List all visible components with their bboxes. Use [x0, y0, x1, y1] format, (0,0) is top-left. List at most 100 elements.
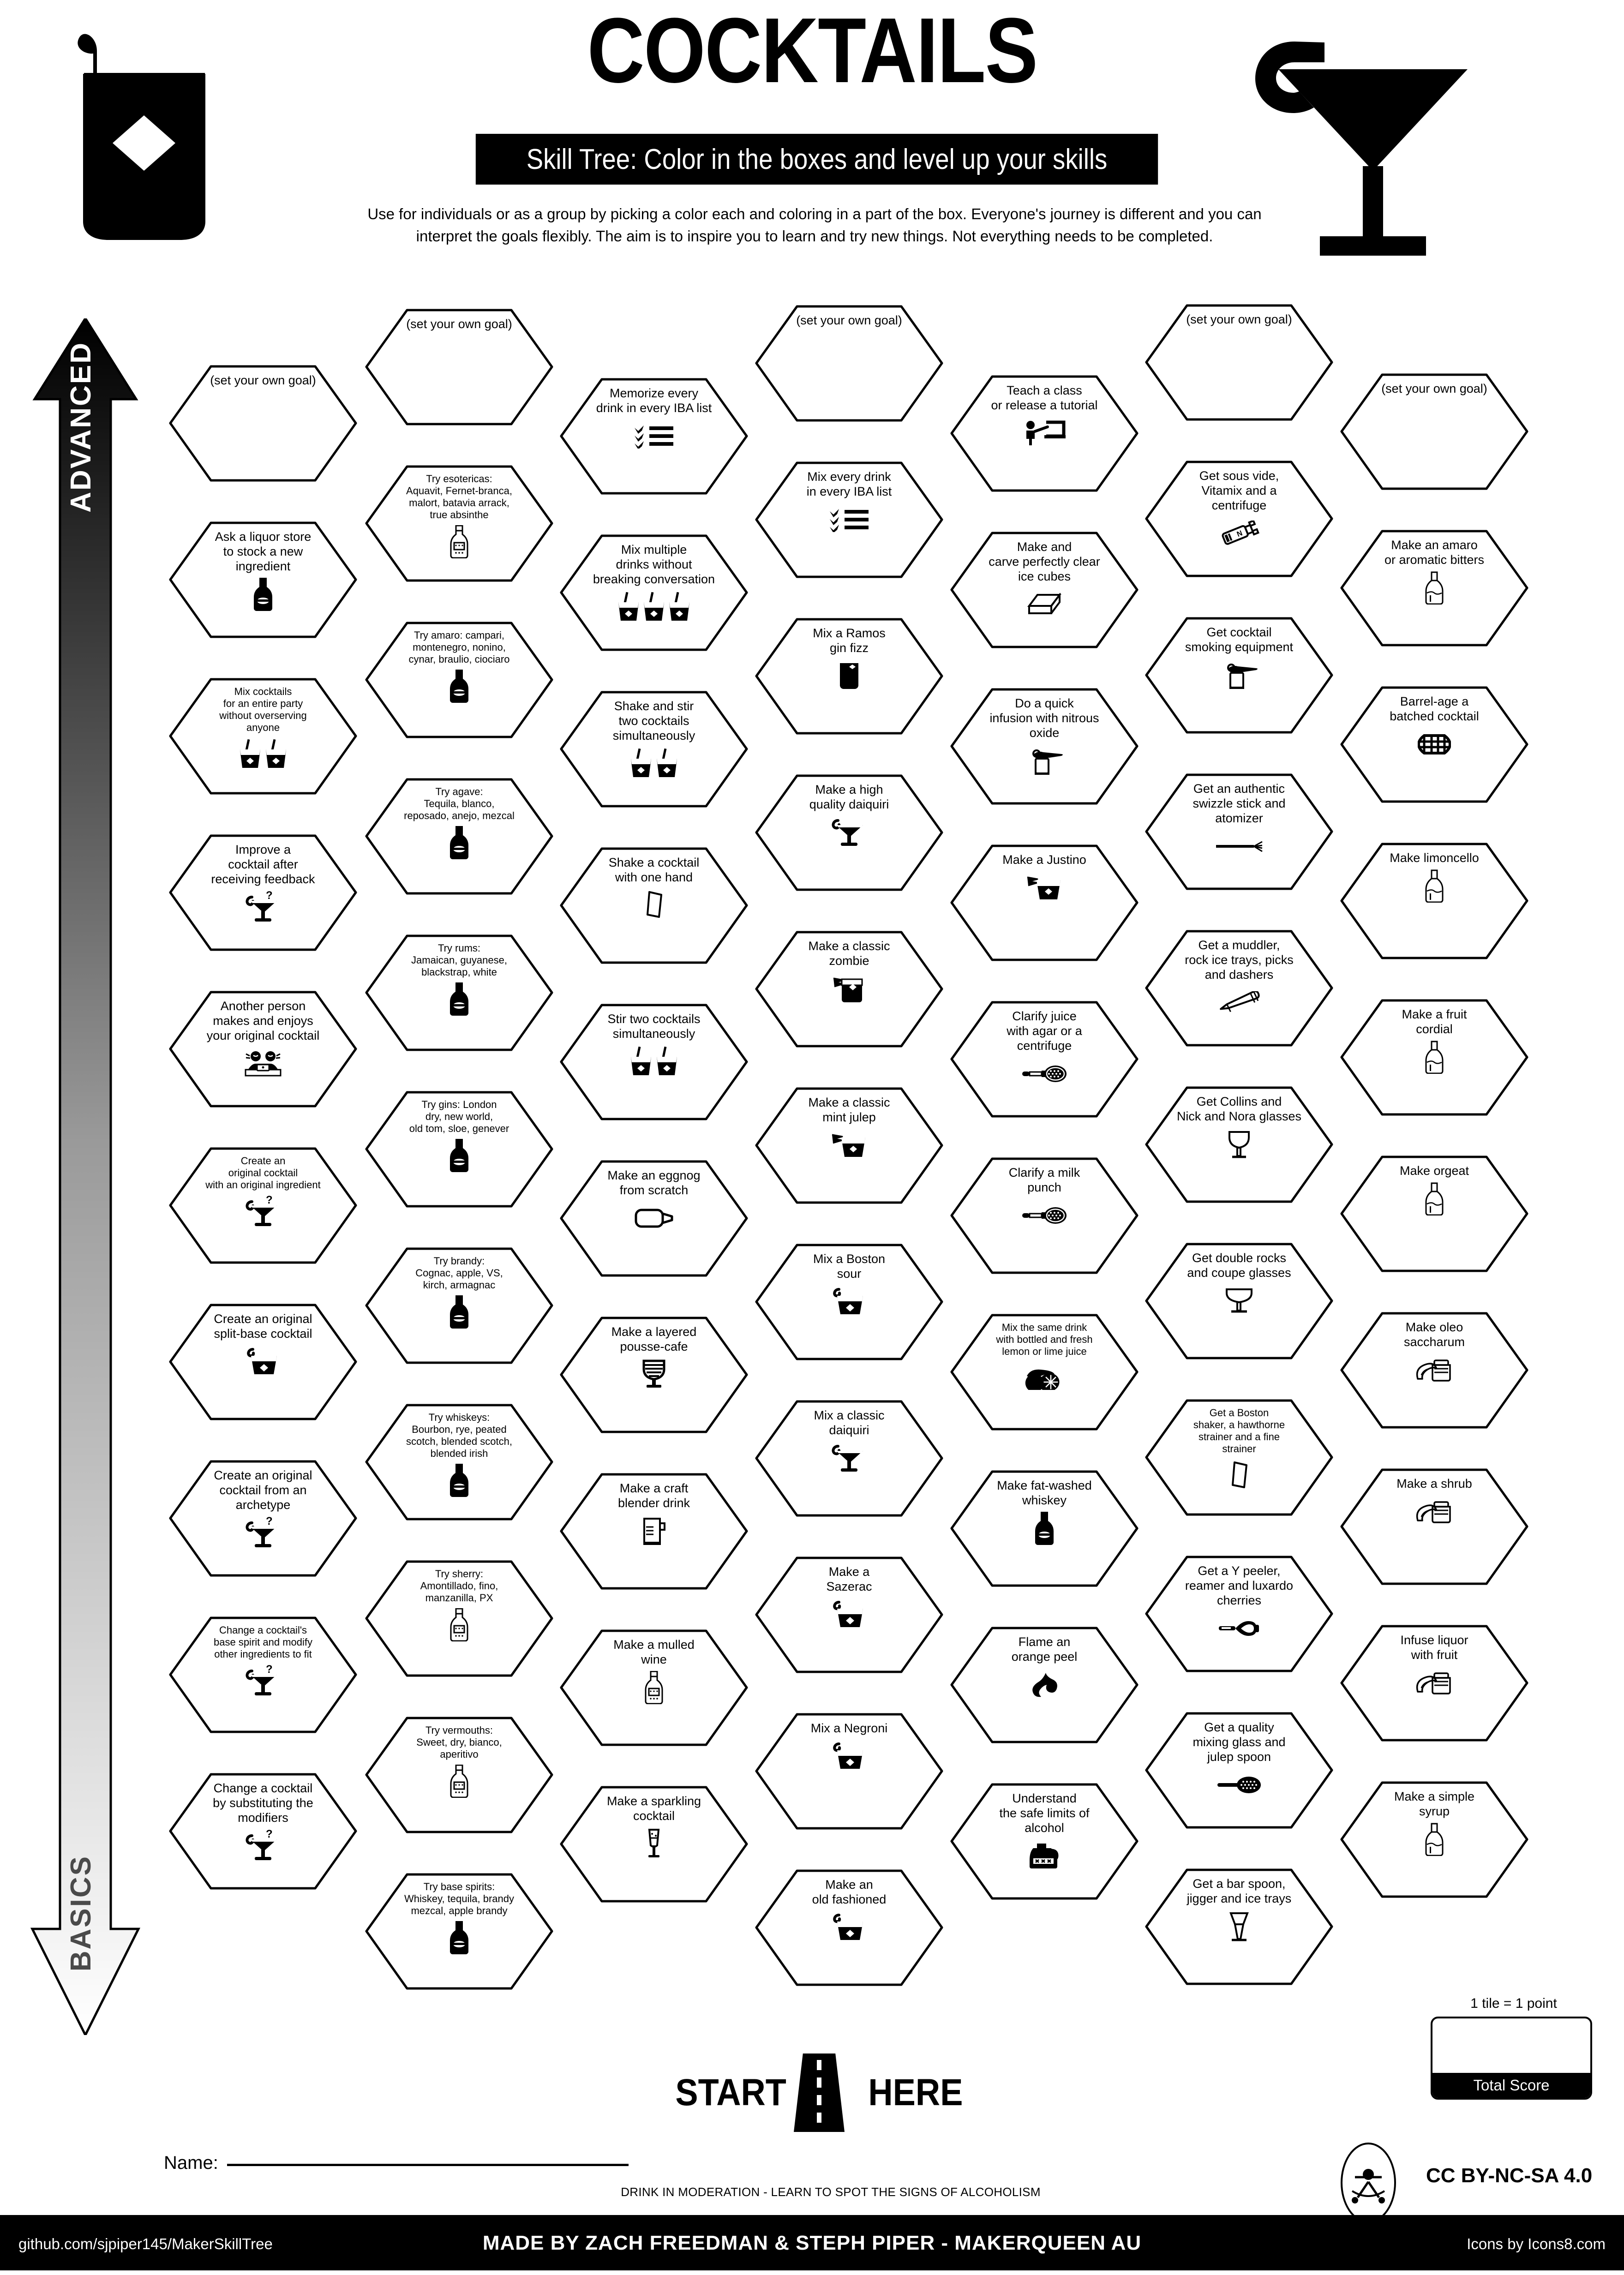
- skill-hex-tile[interactable]: Get a Boston shaker, a hawthorne straine…: [1145, 1399, 1334, 1516]
- total-score-box[interactable]: Total Score: [1431, 2017, 1592, 2100]
- skill-hex-tile[interactable]: Understand the safe limits of alcohol: [950, 1783, 1139, 1900]
- muddler-icon: [1217, 985, 1261, 1021]
- martini-question-icon: ?: [246, 1663, 281, 1699]
- skill-hex-tile[interactable]: Try amaro: campari, montenegro, nonino, …: [365, 621, 554, 739]
- skill-hex-tile[interactable]: Get a Y peeler, reamer and luxardo cherr…: [1145, 1555, 1334, 1673]
- skill-hex-tile[interactable]: Mix a Boston sour: [755, 1243, 944, 1361]
- skill-hex-tile[interactable]: Improve a cocktail after receiving feedb…: [168, 834, 358, 952]
- skill-hex-tile[interactable]: Make a high quality daiquiri: [755, 774, 944, 892]
- two-people-icon: [243, 1046, 283, 1082]
- skill-hex-tile[interactable]: (set your own goal): [755, 305, 944, 422]
- skill-hex-tile[interactable]: Try base spirits: Whiskey, tequila, bran…: [365, 1873, 554, 1990]
- skill-hex-tile[interactable]: Try whiskeys: Bourbon, rye, peated scotc…: [365, 1403, 554, 1521]
- skill-hex-tile[interactable]: Clarify juice with agar or a centrifuge: [950, 1000, 1139, 1118]
- skill-hex-tile[interactable]: Make a classic zombie: [755, 930, 944, 1048]
- skill-tile-label: Try base spirits: Whiskey, tequila, bran…: [404, 1881, 515, 1916]
- skill-hex-tile[interactable]: Try vermouths: Sweet, dry, bianco, aperi…: [365, 1716, 554, 1834]
- skill-tile-label: Make a classic zombie: [808, 939, 890, 968]
- two-rocks-glasses-icon: [629, 746, 679, 782]
- hex-outline: [1340, 1155, 1528, 1272]
- skill-hex-tile[interactable]: Get a muddler, rock ice trays, picks and…: [1145, 929, 1334, 1047]
- skill-hex-tile[interactable]: Make a simple syrup: [1340, 1781, 1529, 1898]
- skill-hex-tile[interactable]: Get a quality mixing glass and julep spo…: [1145, 1712, 1334, 1829]
- skill-hex-tile[interactable]: Mix multiple drinks without breaking con…: [559, 534, 749, 652]
- skill-hex-tile[interactable]: Mix a Ramos gin fizz: [755, 617, 944, 735]
- skill-hex-tile[interactable]: Create an original split-base cocktail: [168, 1303, 358, 1421]
- skill-hex-tile[interactable]: Flame an orange peel: [950, 1626, 1139, 1744]
- skill-hex-tile[interactable]: (set your own goal): [1145, 304, 1334, 421]
- skill-hex-tile[interactable]: Make limoncello: [1340, 842, 1529, 960]
- skill-hex-tile[interactable]: Make orgeat: [1340, 1155, 1529, 1273]
- skill-hex-tile[interactable]: Mix a classic daiquiri: [755, 1400, 944, 1517]
- skill-hex-tile[interactable]: Make an eggnog from scratch: [559, 1160, 749, 1277]
- bottle-solid-icon: [447, 1920, 472, 1956]
- skill-hex-tile[interactable]: Mix the same drink with bottled and fres…: [950, 1313, 1139, 1431]
- skill-hex-tile[interactable]: Make and carve perfectly clear ice cubes: [950, 531, 1139, 649]
- skill-hex-tile[interactable]: Get sous vide, Vitamix and a centrifuge N: [1145, 460, 1334, 578]
- skill-hex-tile[interactable]: Get an authentic swizzle stick and atomi…: [1145, 773, 1334, 891]
- xxx-jug-icon: [1027, 1838, 1062, 1874]
- intro-line-1: Use for individuals or as a group by pic…: [367, 205, 1262, 222]
- skill-hex-tile[interactable]: Get cocktail smoking equipment: [1145, 617, 1334, 734]
- skill-hex-tile[interactable]: Make a sparkling cocktail: [559, 1785, 749, 1903]
- skill-hex-tile[interactable]: Make an old fashioned: [755, 1869, 944, 1987]
- skill-hex-tile[interactable]: Ask a liquor store to stock a new ingred…: [168, 521, 358, 639]
- skill-hex-tile[interactable]: Do a quick infusion with nitrous oxide: [950, 688, 1139, 805]
- rocks-glass-twist-icon: [833, 1284, 866, 1320]
- footer-github-link[interactable]: github.com/sjpiper145/MakerSkillTree: [18, 2235, 273, 2252]
- skill-hex-tile[interactable]: Make an amaro or aromatic bitters: [1340, 529, 1529, 647]
- skill-hex-tile[interactable]: Make a shrub: [1340, 1468, 1529, 1586]
- skill-hex-tile[interactable]: Mix cocktails for an entire party withou…: [168, 677, 358, 795]
- skill-tile-label: Mix a Boston sour: [813, 1252, 886, 1281]
- skill-hex-tile[interactable]: Create an original cocktail from an arch…: [168, 1460, 358, 1577]
- skill-hex-tile[interactable]: Make a layered pousse-cafe: [559, 1316, 749, 1434]
- hex-outline: [1145, 1243, 1333, 1359]
- skill-hex-tile[interactable]: (set your own goal): [365, 308, 554, 426]
- skill-hex-tile[interactable]: Make oleo saccharum: [1340, 1311, 1529, 1429]
- score-frame[interactable]: Total Score: [1431, 2017, 1592, 2100]
- skill-hex-tile[interactable]: Make a mulled wine: [559, 1629, 749, 1747]
- skill-hex-tile[interactable]: Try rums: Jamaican, guyanese, blackstrap…: [365, 934, 554, 1052]
- skill-hex-tile[interactable]: Mix every drink in every IBA list: [755, 461, 944, 579]
- checklist-icon: [829, 502, 869, 538]
- skill-hex-tile[interactable]: Get double rocks and coupe glasses: [1145, 1242, 1334, 1360]
- skill-hex-tile[interactable]: Make a fruit cordial: [1340, 999, 1529, 1116]
- skill-hex-tile[interactable]: Get Collins and Nick and Nora glasses: [1145, 1086, 1334, 1203]
- skill-hex-tile[interactable]: Shake a cocktail with one hand: [559, 847, 749, 964]
- skill-hex-tile[interactable]: (set your own goal): [1340, 373, 1529, 491]
- barrel-icon: [1418, 726, 1451, 762]
- skill-hex-tile[interactable]: Change a cocktail's base spirit and modi…: [168, 1616, 358, 1734]
- skill-hex-tile[interactable]: Make fat-washed whiskey: [950, 1470, 1139, 1587]
- skill-hex-tile[interactable]: (set your own goal): [168, 365, 358, 482]
- skill-hex-tile[interactable]: Get a bar spoon, jigger and ice trays: [1145, 1868, 1334, 1986]
- creative-commons-badge-icon: [1341, 2143, 1396, 2223]
- bottle-solid-icon: [1032, 1510, 1057, 1546]
- skill-hex-tile[interactable]: Try brandy: Cognac, apple, VS, kirch, ar…: [365, 1247, 554, 1365]
- skill-hex-tile[interactable]: Memorize every drink in every IBA list: [559, 377, 749, 495]
- skill-hex-tile[interactable]: Stir two cocktails simultaneously: [559, 1003, 749, 1121]
- skill-hex-tile[interactable]: Another person makes and enjoys your ori…: [168, 990, 358, 1108]
- skill-hex-tile[interactable]: Clarify a milk punch: [950, 1157, 1139, 1275]
- rocks-glass-twist-icon: [246, 1344, 280, 1380]
- skill-hex-tile[interactable]: Make a Justino: [950, 844, 1139, 962]
- skill-hex-tile[interactable]: Try gins: London dry, new world, old tom…: [365, 1090, 554, 1208]
- skill-tile-label: Get a Y peeler, reamer and luxardo cherr…: [1185, 1564, 1294, 1607]
- skill-hex-tile[interactable]: Make a craft blender drink: [559, 1473, 749, 1590]
- skill-hex-tile[interactable]: Try agave: Tequila, blanco, reposado, an…: [365, 778, 554, 895]
- skill-hex-tile[interactable]: Infuse liquor with fruit: [1340, 1624, 1529, 1742]
- skill-hex-tile[interactable]: Make a classic mint julep: [755, 1087, 944, 1204]
- skill-hex-tile[interactable]: Create an original cocktail with an orig…: [168, 1147, 358, 1264]
- coupe-glass-icon: [1225, 1283, 1253, 1319]
- skill-hex-tile[interactable]: Change a cocktail by substituting the mo…: [168, 1772, 358, 1890]
- skill-hex-tile[interactable]: Try sherry: Amontillado, fino, manzanill…: [365, 1560, 554, 1677]
- skill-hex-tile[interactable]: Barrel-age a batched cocktail: [1340, 686, 1529, 803]
- name-input-line[interactable]: [227, 2164, 629, 2166]
- skill-hex-tile[interactable]: Teach a class or release a tutorial: [950, 375, 1139, 492]
- skill-hex-tile[interactable]: Shake and stir two cocktails simultaneou…: [559, 690, 749, 808]
- skill-hex-tile[interactable]: Try esotericas: Aquavit, Fernet-branca, …: [365, 465, 554, 582]
- intro-line-2: interpret the goals flexibly. The aim is…: [416, 228, 1213, 245]
- skill-hex-tile[interactable]: Make a Sazerac: [755, 1556, 944, 1674]
- name-field-row[interactable]: Name:: [164, 2153, 671, 2173]
- skill-hex-tile[interactable]: Mix a Negroni: [755, 1712, 944, 1830]
- hex-outline: [1340, 373, 1528, 490]
